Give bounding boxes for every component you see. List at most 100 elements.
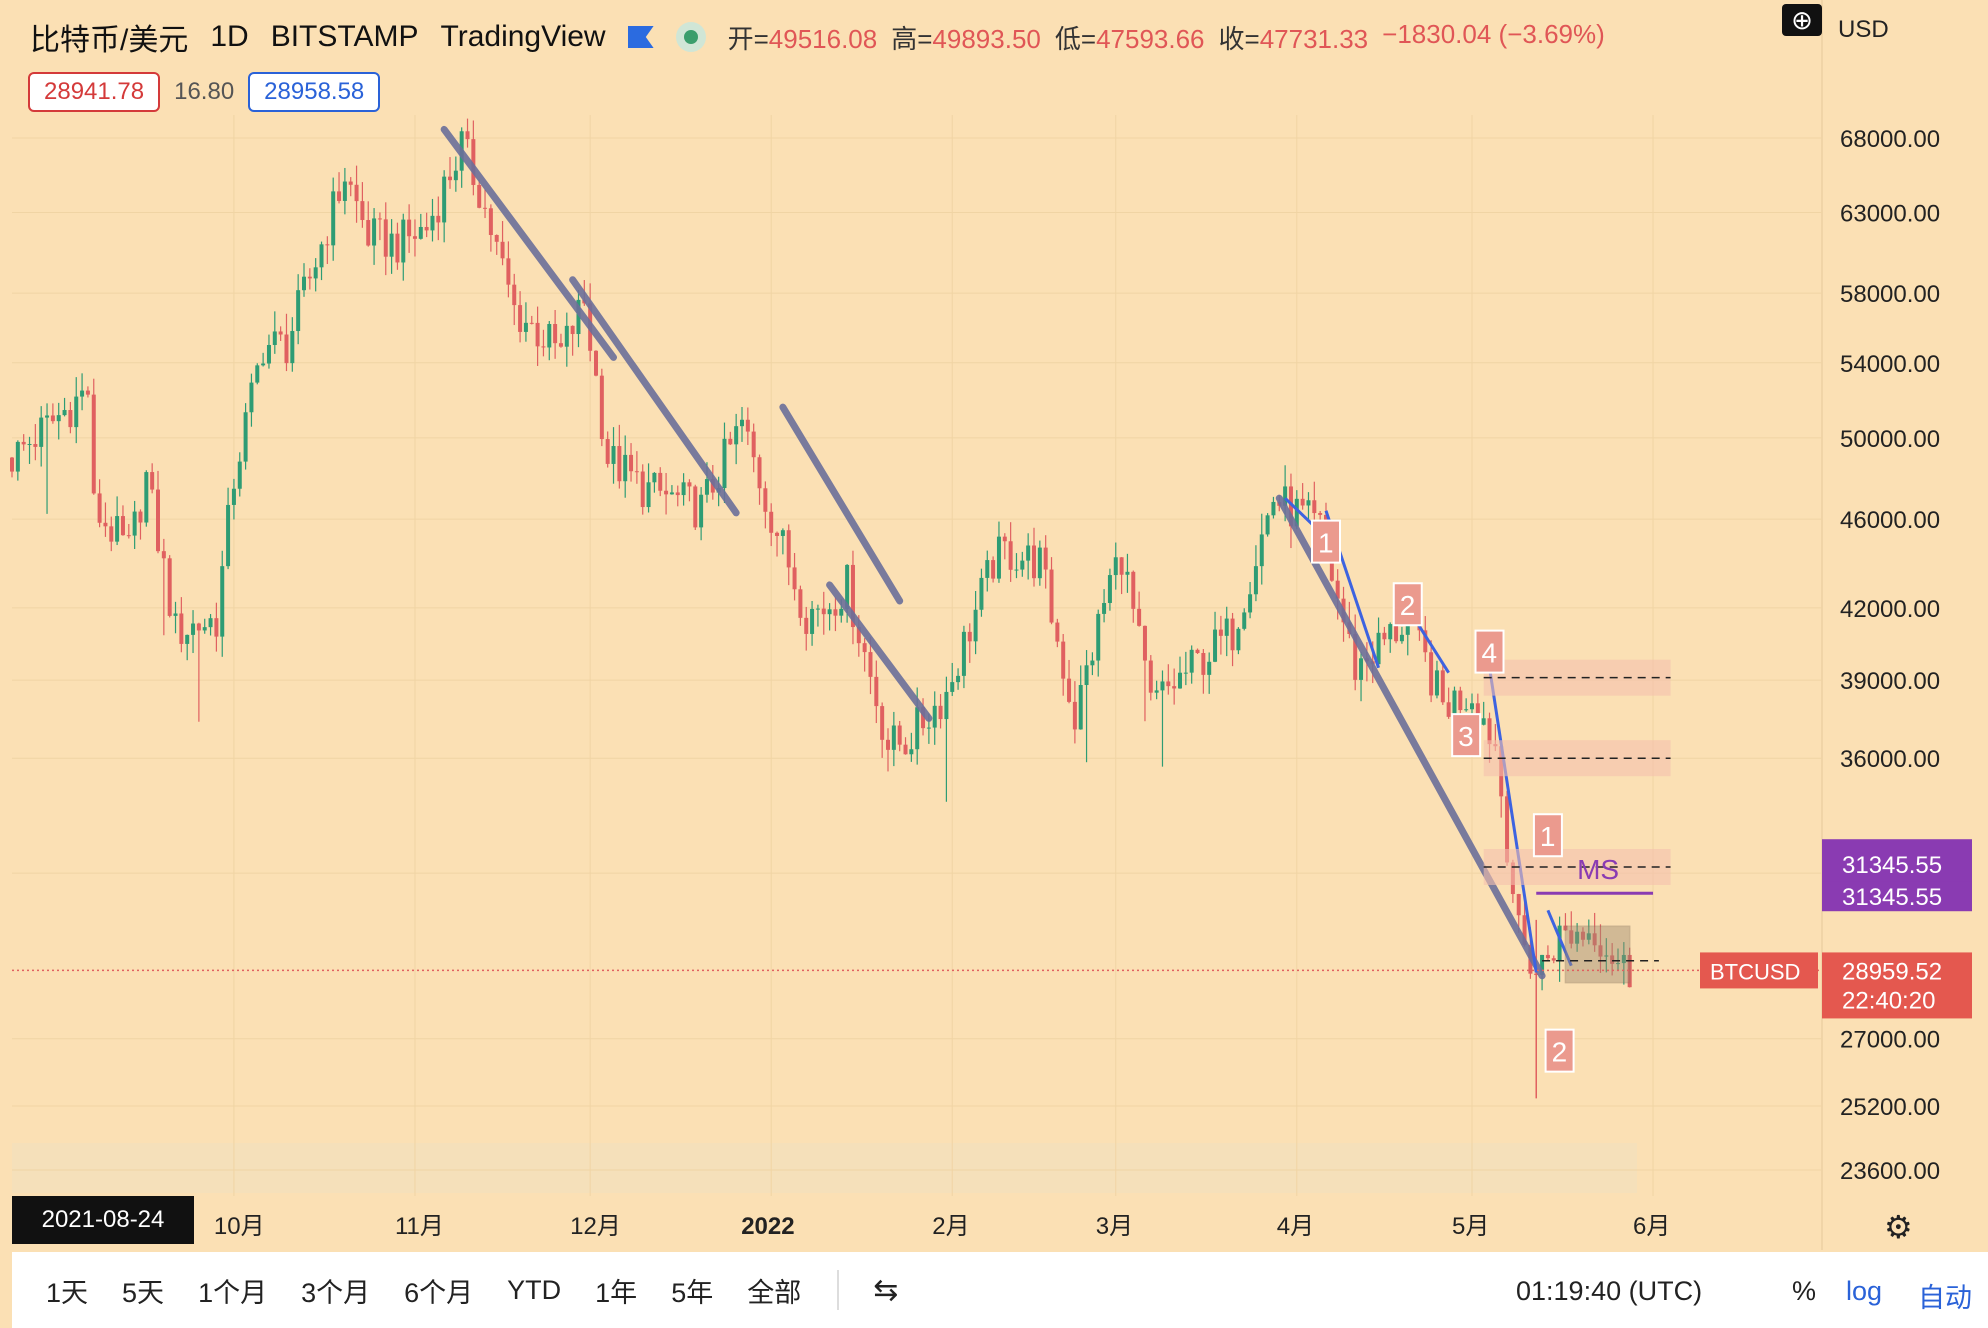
- candle-body: [1230, 618, 1235, 651]
- buy-price-button[interactable]: 28958.58: [248, 72, 381, 112]
- candle-body: [1440, 670, 1445, 703]
- candle-body: [418, 226, 423, 239]
- candle-body: [220, 566, 225, 637]
- candle-body: [891, 725, 896, 750]
- candle-body: [1253, 566, 1258, 595]
- x-tick-label: 12月: [570, 1213, 621, 1240]
- candle-body: [763, 488, 768, 512]
- candle-body: [751, 431, 756, 458]
- chart-header: 比特币/美元 1D BITSTAMP TradingView 开=49516.0…: [30, 12, 1605, 62]
- timeframe-all[interactable]: 全部: [747, 1277, 802, 1308]
- wave-marker: [1474, 629, 1505, 674]
- candle-body: [1236, 628, 1241, 651]
- wave-marker-label: 2: [1552, 1037, 1568, 1068]
- candle-body: [1294, 498, 1299, 527]
- add-symbol-icon[interactable]: ⊕: [1782, 4, 1822, 36]
- date-range-icon[interactable]: ⇆: [873, 1273, 899, 1307]
- candle-body: [944, 691, 949, 720]
- y-tick-label: 36000.00: [1840, 746, 1940, 773]
- symbol-tag: [1700, 952, 1818, 989]
- candle-body: [138, 511, 143, 523]
- candle-body: [1078, 685, 1083, 730]
- candle-body: [1557, 925, 1562, 961]
- candle-body: [535, 322, 540, 347]
- wave-marker: [1544, 1028, 1575, 1073]
- exchange-label: BITSTAMP: [270, 20, 419, 53]
- y-tick-label: 23600.00: [1840, 1158, 1940, 1185]
- flag-icon[interactable]: [627, 26, 654, 48]
- y-tick-label: 25200.00: [1840, 1094, 1940, 1121]
- candle-body: [1458, 690, 1463, 711]
- candle-body: [50, 415, 55, 422]
- candle-body: [500, 241, 505, 259]
- candle-body: [202, 627, 207, 631]
- timeframe-1y[interactable]: 1年: [595, 1277, 638, 1308]
- candle-body: [272, 331, 277, 345]
- timeframe-5y[interactable]: 5年: [671, 1277, 714, 1308]
- candle-body: [261, 363, 266, 366]
- candle-body: [448, 176, 452, 181]
- candle-body: [1014, 569, 1019, 571]
- candle-body: [1218, 629, 1223, 636]
- candle-body: [1224, 618, 1229, 636]
- candle-body: [1470, 703, 1474, 710]
- timeframe-5d[interactable]: 5天: [122, 1277, 165, 1308]
- candle-body: [313, 267, 318, 279]
- candle-body: [693, 486, 698, 528]
- utc-clock[interactable]: 01:19:40 (UTC): [1516, 1276, 1703, 1306]
- timeframe-1m[interactable]: 1个月: [198, 1277, 268, 1308]
- interval-label[interactable]: 1D: [210, 20, 249, 53]
- auto-scale-toggle[interactable]: 自动: [1918, 1283, 1972, 1313]
- settings-gear-icon[interactable]: ⚙: [1884, 1209, 1913, 1245]
- candle-body: [1026, 545, 1031, 561]
- y-tick-label: 46000.00: [1840, 507, 1940, 534]
- last-price-tag-text: 28959.52: [1842, 958, 1942, 985]
- trend-line: [569, 276, 740, 517]
- candle-body: [1061, 641, 1066, 679]
- candle-body: [191, 623, 196, 635]
- candle-body: [991, 560, 996, 579]
- candle-body: [967, 631, 972, 642]
- candle-body: [1598, 945, 1603, 957]
- candle-body: [547, 324, 552, 348]
- timeframe-3m[interactable]: 3个月: [301, 1277, 371, 1308]
- timeframe-1d[interactable]: 1天: [46, 1277, 89, 1308]
- candle-body: [745, 419, 750, 432]
- candle-body: [471, 139, 476, 185]
- y-tick-label: 58000.00: [1840, 281, 1940, 308]
- candle-body: [1586, 933, 1591, 940]
- candle-body: [1189, 649, 1194, 673]
- candle-body: [56, 415, 61, 422]
- low-value: 47593.66: [1096, 23, 1205, 54]
- candle-body: [979, 577, 984, 610]
- percent-scale-toggle[interactable]: %: [1792, 1276, 1817, 1306]
- candle-body: [173, 613, 178, 616]
- candle-body: [856, 627, 861, 644]
- wave-marker-label: 1: [1540, 821, 1556, 852]
- candle-body: [103, 522, 108, 527]
- candle-body: [973, 609, 978, 642]
- candle-body: [483, 207, 488, 209]
- timeframe-6m[interactable]: 6个月: [404, 1277, 474, 1308]
- timeframe-ytd[interactable]: YTD: [507, 1274, 562, 1305]
- currency-label[interactable]: USD: [1838, 16, 1889, 43]
- wave-marker: [1392, 582, 1423, 627]
- log-scale-toggle[interactable]: log: [1846, 1276, 1883, 1306]
- candle-body: [1178, 672, 1182, 689]
- time-axis: [12, 1196, 1822, 1252]
- candle-body: [1102, 602, 1107, 614]
- candle-body: [85, 390, 90, 395]
- x-tick-label: 2月: [932, 1213, 969, 1240]
- sell-price-button[interactable]: 28941.78: [28, 72, 161, 112]
- last-price-tag: [1822, 952, 1972, 1019]
- candle-body: [1248, 594, 1253, 613]
- candle-body: [675, 492, 680, 496]
- close-value: 47731.33: [1259, 23, 1369, 54]
- candle-body: [342, 181, 347, 201]
- candle-body: [1306, 500, 1311, 506]
- candle-body: [810, 608, 815, 634]
- symbol-title[interactable]: 比特币/美元: [30, 24, 189, 57]
- candle-body: [1429, 652, 1434, 696]
- candle-body: [658, 472, 663, 491]
